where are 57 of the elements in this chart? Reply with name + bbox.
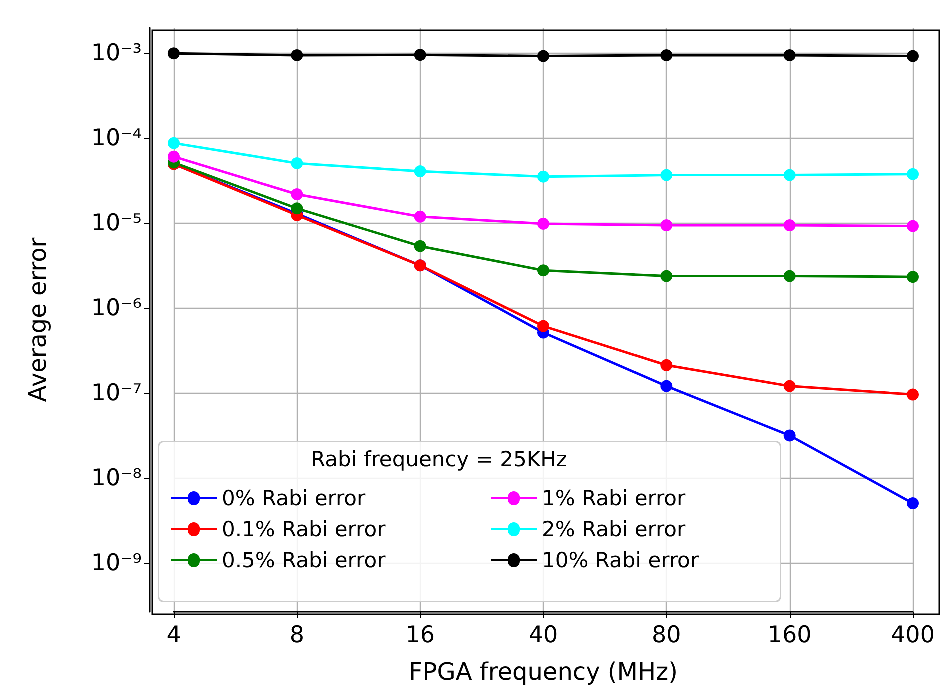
point: [538, 170, 550, 183]
legend-label: 10% Rabi error: [542, 548, 700, 572]
x-tick-label: 40: [528, 622, 558, 648]
legend-title: Rabi frequency = 25KHz: [311, 448, 568, 472]
point: [291, 157, 304, 170]
point: [538, 320, 550, 332]
point: [414, 49, 426, 62]
legend-label: 1% Rabi error: [542, 486, 686, 510]
point: [168, 48, 180, 60]
y-tick-label: 10⁻⁸: [91, 466, 142, 492]
y-tick-label: 10⁻⁹: [91, 550, 142, 577]
point: [291, 188, 304, 200]
point: [907, 50, 919, 62]
point: [660, 359, 673, 372]
x-tick-label: 400: [891, 622, 935, 648]
point: [784, 169, 796, 182]
point: [660, 49, 673, 62]
x-tick-label: 160: [768, 622, 812, 648]
point: [907, 220, 919, 232]
point: [784, 430, 796, 442]
legend-label: 0.5% Rabi error: [222, 548, 386, 572]
x-axis-title: FPGA frequency (MHz): [408, 658, 678, 686]
point: [907, 498, 919, 510]
y-tick-label: 10⁻³: [91, 40, 142, 67]
point: [784, 380, 796, 392]
point: [907, 168, 919, 180]
point: [291, 49, 304, 62]
y-tick-label: 10⁻⁵: [91, 210, 142, 237]
legend-label: 0% Rabi error: [222, 486, 366, 510]
x-tick-label: 4: [166, 622, 182, 648]
point: [660, 169, 673, 182]
point: [168, 137, 180, 150]
point: [660, 270, 673, 282]
point: [660, 220, 673, 232]
point: [538, 264, 550, 277]
x-tick-label: 8: [290, 622, 304, 648]
point: [291, 202, 304, 215]
point: [784, 270, 796, 282]
point: [907, 388, 919, 401]
y-tick-label: 10⁻⁴: [91, 126, 142, 152]
legend-label: 0.1% Rabi error: [222, 518, 386, 542]
point: [168, 150, 180, 163]
point: [907, 271, 919, 284]
point: [414, 210, 426, 223]
point: [414, 240, 426, 252]
point: [784, 220, 796, 232]
x-tick-label: 80: [652, 622, 682, 648]
point: [784, 49, 796, 62]
point: [538, 50, 550, 62]
point: [414, 166, 426, 178]
y-axis-title: Average error: [24, 238, 52, 402]
point: [660, 380, 673, 392]
x-tick-label: 16: [406, 622, 435, 648]
point: [538, 218, 550, 230]
y-tick-label: 10⁻⁷: [91, 380, 142, 407]
legend-label: 2% Rabi error: [542, 518, 686, 542]
y-tick-label: 10⁻⁶: [91, 296, 142, 322]
